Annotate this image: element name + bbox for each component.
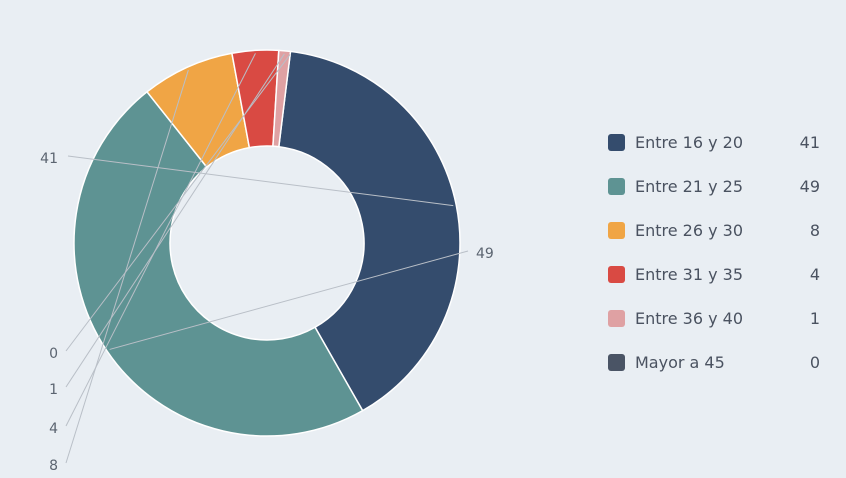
data-label: 0 [49, 346, 58, 362]
callout-line [109, 250, 469, 350]
data-label: 49 [476, 246, 494, 262]
legend-item-16-20: Entre 16 y 20 41 [608, 120, 838, 164]
legend-label: Entre 36 y 40 [635, 308, 744, 328]
slice-entre-21-y-25 [73, 90, 364, 437]
legend-value: 41 [799, 132, 820, 152]
donut-slices [73, 49, 461, 437]
legend-value: 8 [809, 220, 820, 240]
callout-line [67, 155, 454, 207]
data-label: 41 [40, 151, 58, 167]
legend-item-mayor-45: Mayor a 45 0 [608, 340, 838, 384]
legend-item-26-30: Entre 26 y 30 8 [608, 208, 838, 252]
legend-label: Entre 31 y 35 [635, 264, 744, 284]
callout-line [65, 54, 291, 352]
legend-item-31-35: Entre 31 y 35 4 [608, 252, 838, 296]
legend-label: Mayor a 45 [635, 352, 725, 372]
legend-label: Entre 26 y 30 [635, 220, 744, 240]
legend-swatch [608, 265, 625, 283]
legend-value: 4 [809, 264, 820, 284]
legend-item-36-40: Entre 36 y 40 1 [608, 296, 838, 340]
callout-line [65, 53, 285, 388]
data-label: 8 [49, 458, 58, 474]
callout-line [65, 53, 256, 427]
legend-value: 49 [799, 176, 820, 196]
callout-line [65, 69, 189, 464]
legend-swatch [608, 309, 625, 327]
legend-label: Entre 21 y 25 [635, 176, 744, 196]
legend-value: 1 [809, 308, 820, 328]
legend-swatch [608, 221, 625, 239]
legend-label: Entre 16 y 20 [635, 132, 744, 152]
data-label: 1 [49, 382, 58, 398]
chart-legend: Entre 16 y 20 41 Entre 21 y 25 49 Entre … [608, 120, 838, 384]
legend-swatch [608, 177, 625, 195]
legend-swatch [608, 133, 625, 151]
slice-entre-16-y-20 [277, 50, 461, 412]
legend-item-21-25: Entre 21 y 25 49 [608, 164, 838, 208]
slice-entre-36-y-40 [272, 49, 292, 148]
legend-value: 0 [809, 352, 820, 372]
data-label: 4 [49, 421, 58, 437]
legend-swatch [608, 353, 625, 371]
